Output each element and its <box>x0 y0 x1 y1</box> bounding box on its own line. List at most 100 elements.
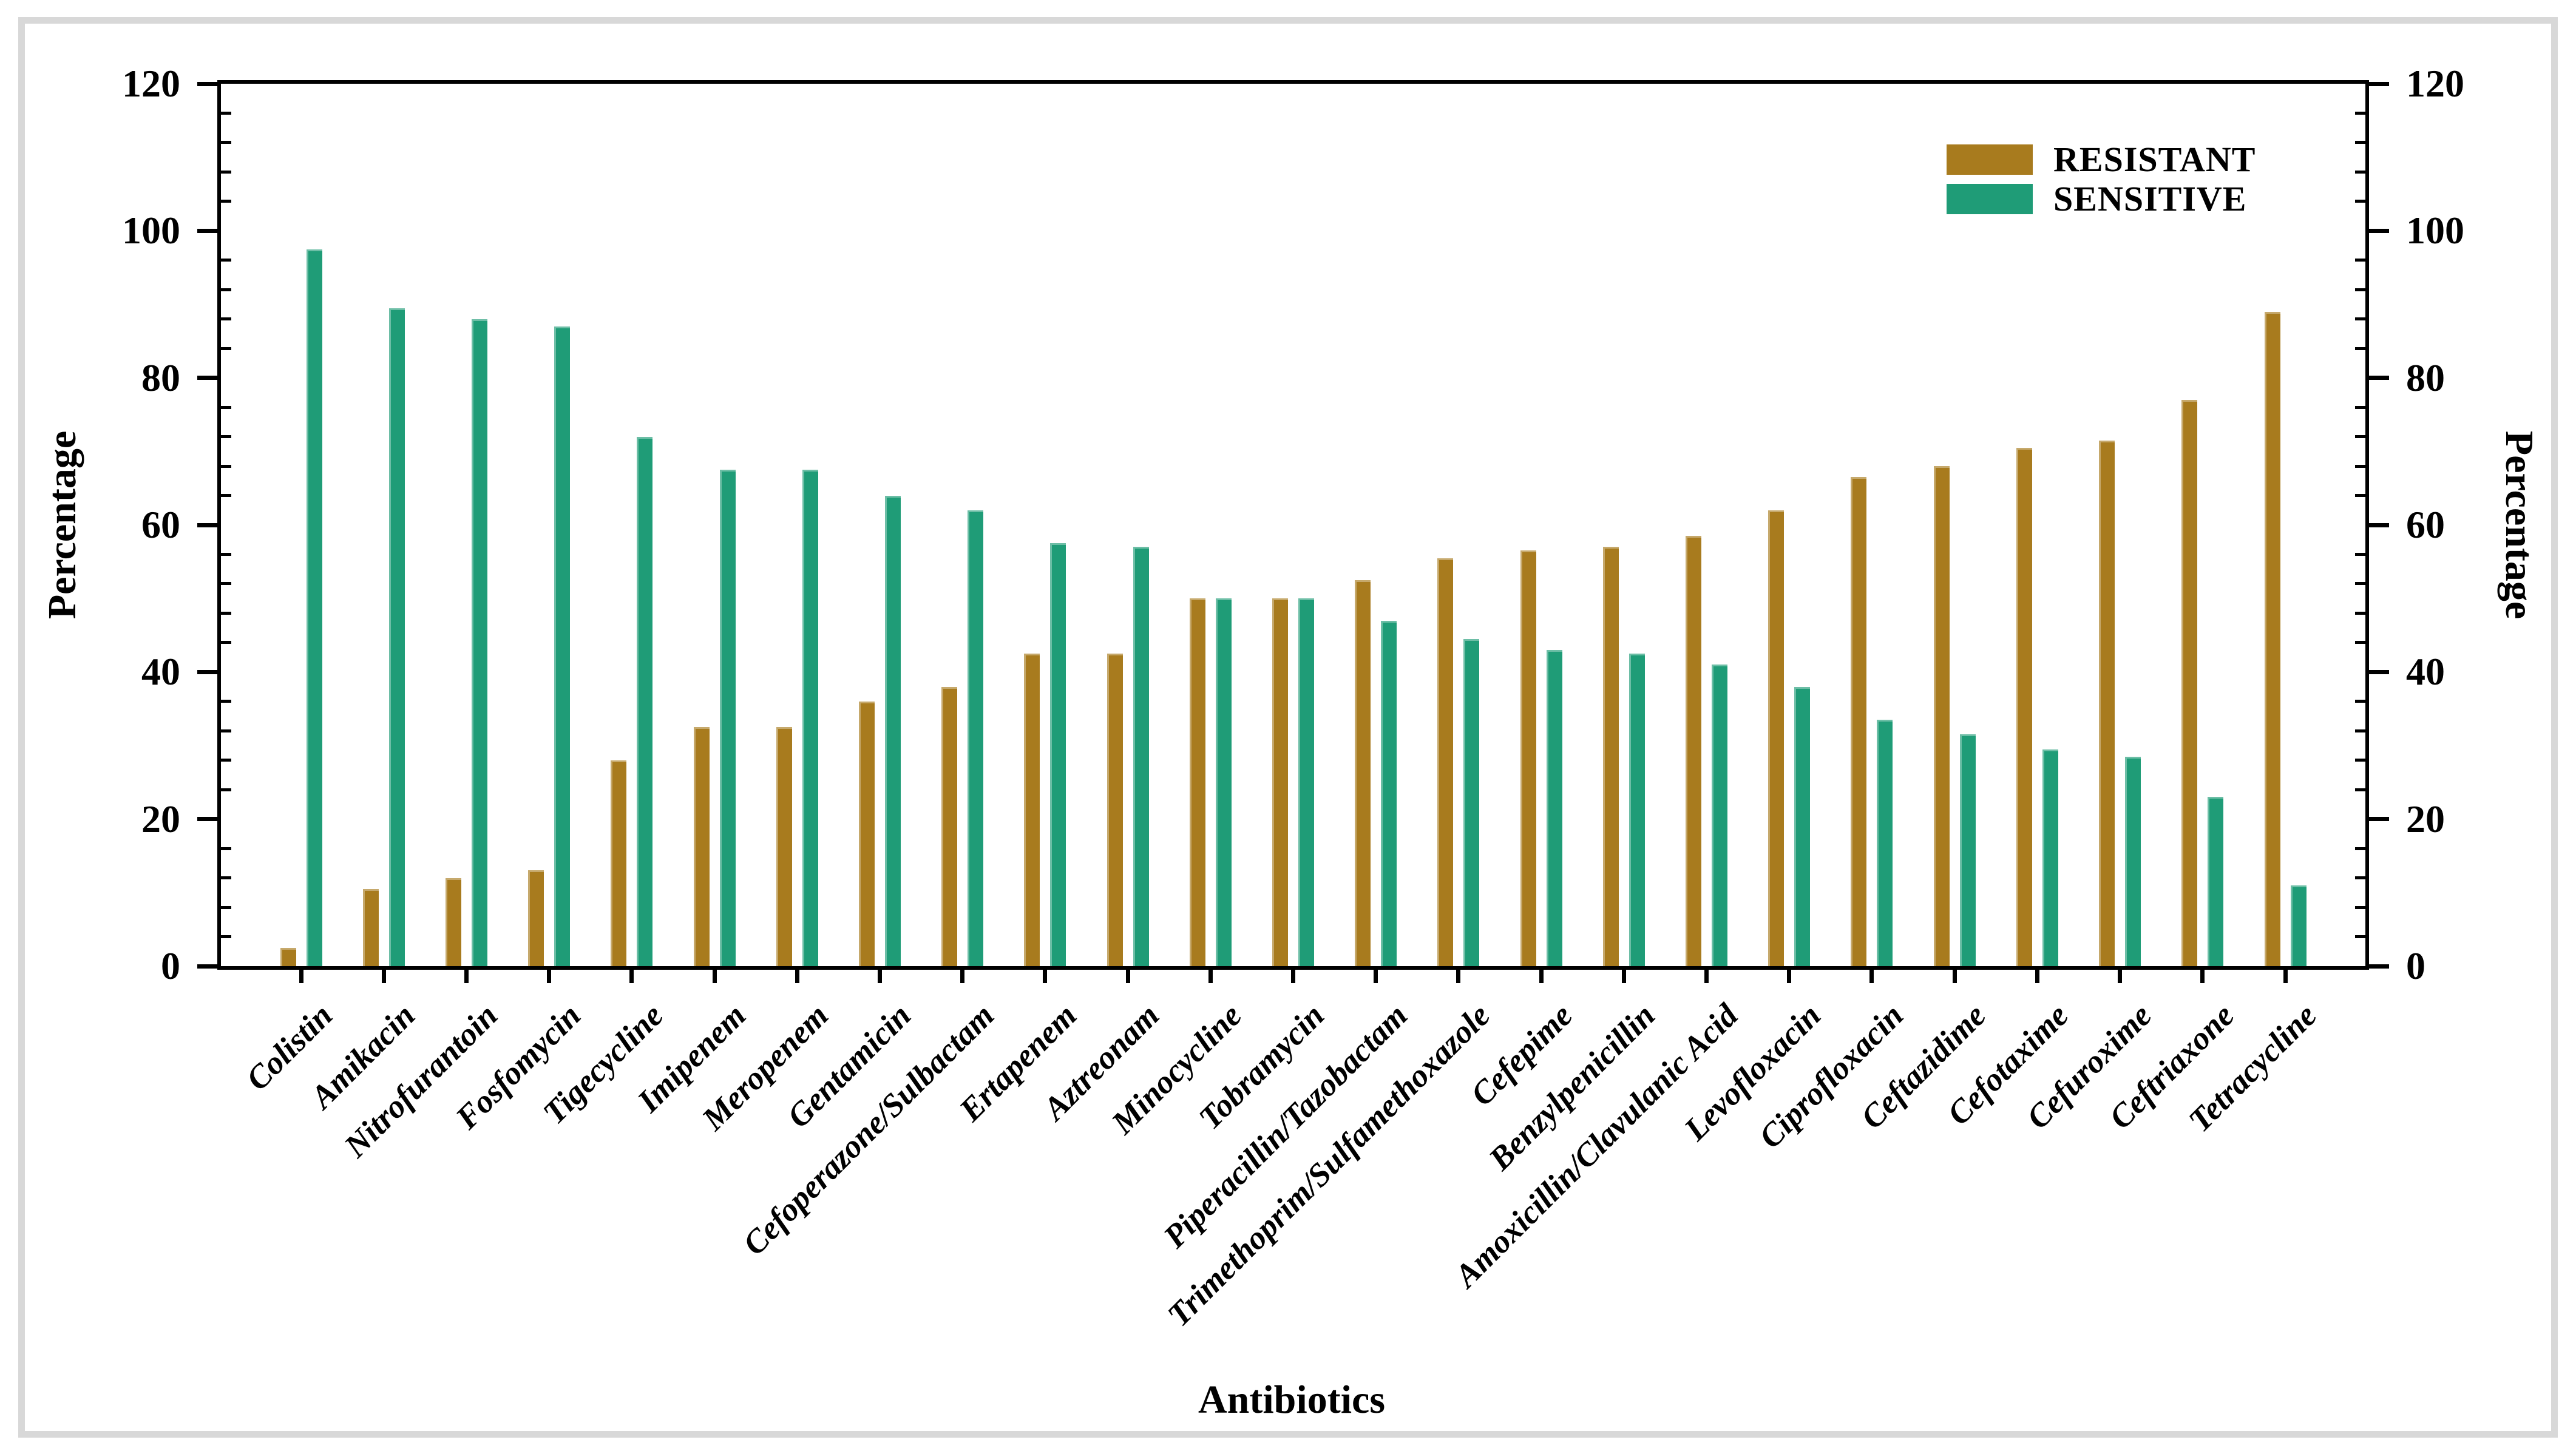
x-axis-tick <box>1952 966 1957 983</box>
bar-resistant <box>1107 654 1123 966</box>
bar-sensitive <box>1133 547 1149 966</box>
bar-sensitive <box>306 249 322 966</box>
y-axis-tick-label-left: 100 <box>122 209 180 252</box>
plot-inner-layer: RESISTANT SENSITIVE 0 0 20 20 40 40 60 60 80 80 10… <box>122 62 2464 1333</box>
x-axis-tick <box>712 966 717 983</box>
y-axis-minor-tick-right <box>2355 494 2365 498</box>
x-axis-tick <box>547 966 552 983</box>
y-axis-tick-label-right: 100 <box>2406 209 2464 252</box>
y-axis-minor-tick-right <box>2355 435 2365 439</box>
bar-sensitive <box>1712 665 1728 966</box>
bar-sensitive <box>2208 797 2224 966</box>
bar-resistant <box>2016 447 2032 966</box>
bar-resistant <box>2181 400 2198 966</box>
y-axis-major-tick-right <box>2369 523 2389 527</box>
y-axis-minor-tick-right <box>2355 759 2365 762</box>
bar-resistant <box>2099 440 2115 966</box>
bar-sensitive <box>2042 749 2058 966</box>
y-axis-minor-tick-right <box>2355 347 2365 350</box>
y-axis-major-tick-right <box>2369 81 2389 86</box>
bar-sensitive <box>1877 720 1893 966</box>
bar-resistant <box>776 727 792 966</box>
plot-area: RESISTANT SENSITIVE 0 0 20 20 40 40 60 60 80 80 10… <box>122 62 2464 1333</box>
bar-resistant <box>1686 536 1702 966</box>
y-axis-minor-tick-right <box>2355 788 2365 791</box>
y-axis-major-tick-left <box>197 81 217 86</box>
bar-resistant <box>528 870 544 966</box>
bar-sensitive <box>1463 638 1480 966</box>
bar-resistant <box>280 947 296 966</box>
bar-resistant <box>1272 598 1288 966</box>
y-axis-minor-tick-left <box>221 935 231 939</box>
bar-sensitive <box>471 319 487 966</box>
bar-resistant <box>1602 547 1619 966</box>
x-axis-tick <box>464 966 469 983</box>
x-axis-tick <box>1869 966 1874 983</box>
bar-resistant <box>1024 654 1040 966</box>
y-axis-minor-tick-left <box>221 288 231 291</box>
y-axis-minor-tick-left <box>221 259 231 262</box>
y-axis-title-right: Percentage <box>2497 430 2541 620</box>
bar-resistant <box>1189 598 1205 966</box>
bar-resistant <box>1933 466 1950 966</box>
x-axis-tick <box>1291 966 1295 983</box>
y-axis-major-tick-left <box>197 376 217 381</box>
bar-sensitive <box>968 510 984 966</box>
bar-resistant <box>611 760 627 966</box>
x-axis-tick <box>629 966 634 983</box>
y-axis-minor-tick-right <box>2355 876 2365 880</box>
bar-resistant <box>2264 311 2280 966</box>
bar-resistant <box>362 888 379 966</box>
y-axis-major-tick-left <box>197 228 217 233</box>
y-axis-minor-tick-left <box>221 611 231 615</box>
y-axis-minor-tick-left <box>221 317 231 321</box>
x-axis-tick <box>1374 966 1378 983</box>
y-axis-minor-tick-right <box>2355 405 2365 409</box>
y-axis-major-tick-left <box>197 669 217 674</box>
x-axis-tick <box>2118 966 2123 983</box>
y-axis-minor-tick-right <box>2355 729 2365 732</box>
x-axis-tick <box>381 966 386 983</box>
y-axis-minor-tick-right <box>2355 141 2365 144</box>
y-axis-minor-tick-left <box>221 200 231 203</box>
y-axis-minor-tick-left <box>221 405 231 409</box>
y-axis-major-tick-left <box>197 817 217 822</box>
y-axis-minor-tick-left <box>221 582 231 586</box>
bar-sensitive <box>2125 756 2141 966</box>
bar-sensitive <box>388 308 405 966</box>
y-axis-minor-tick-left <box>221 552 231 556</box>
y-axis-major-tick-right <box>2369 376 2389 381</box>
bar-sensitive <box>884 495 901 966</box>
y-axis-minor-tick-right <box>2355 288 2365 291</box>
x-axis-title: Antibiotics <box>1198 1378 1386 1422</box>
bar-sensitive <box>554 326 571 966</box>
bar-resistant <box>1768 510 1785 966</box>
y-axis-tick-label-right: 60 <box>2406 503 2445 546</box>
y-axis-minor-tick-left <box>221 700 231 703</box>
y-axis-minor-tick-right <box>2355 641 2365 644</box>
x-axis-tick <box>1539 966 1544 983</box>
y-axis-major-tick-right <box>2369 964 2389 969</box>
bar-resistant <box>1355 580 1371 966</box>
legend-label-sensitive: SENSITIVE <box>2053 179 2247 218</box>
y-axis-minor-tick-right <box>2355 582 2365 586</box>
y-axis-minor-tick-left <box>221 347 231 350</box>
y-axis-minor-tick-right <box>2355 111 2365 115</box>
x-axis-tick <box>1787 966 1792 983</box>
legend-row-resistant: RESISTANT <box>1947 142 2256 177</box>
bar-sensitive <box>1546 649 1562 966</box>
y-axis-tick-label-left: 20 <box>141 797 180 840</box>
y-axis-minor-tick-left <box>221 111 231 115</box>
y-axis-minor-tick-right <box>2355 847 2365 850</box>
y-axis-major-tick-right <box>2369 228 2389 233</box>
y-axis-minor-tick-right <box>2355 935 2365 939</box>
y-axis-tick-label-left: 60 <box>141 503 180 546</box>
x-axis-tick <box>2283 966 2288 983</box>
bar-resistant <box>1437 558 1454 966</box>
bar-sensitive <box>1298 598 1314 966</box>
bar-sensitive <box>637 436 653 966</box>
bar-resistant <box>858 701 875 966</box>
y-axis-minor-tick-left <box>221 464 231 468</box>
y-axis-tick-label-right: 80 <box>2406 356 2445 399</box>
bar-resistant <box>1520 550 1536 966</box>
